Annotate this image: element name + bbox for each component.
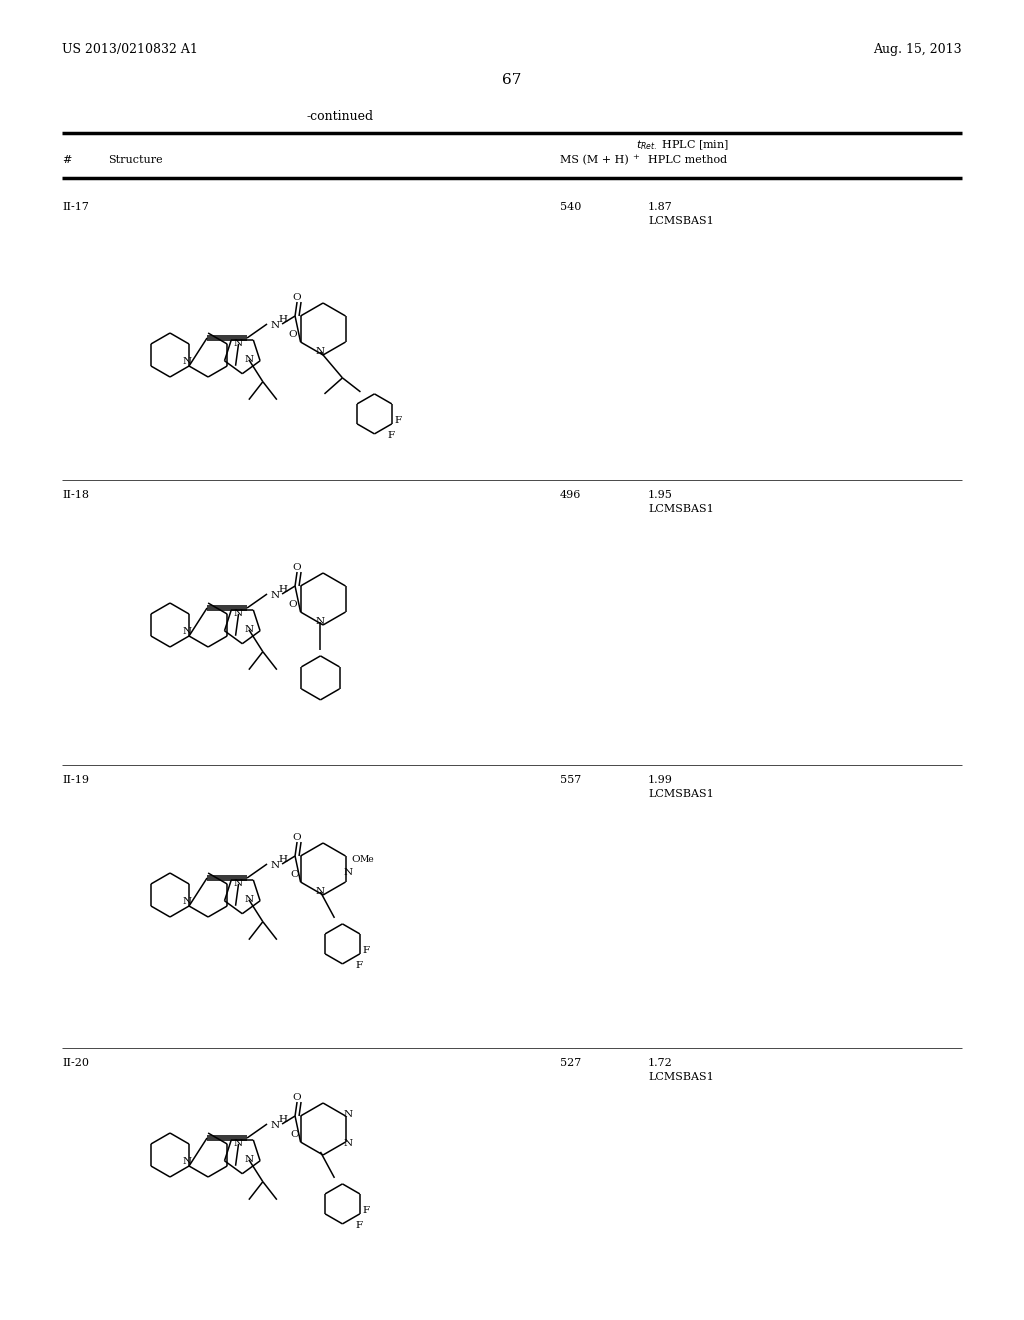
Text: 1.95: 1.95 <box>648 490 673 500</box>
Text: N: N <box>343 869 352 878</box>
Text: O: O <box>351 855 359 865</box>
Text: O: O <box>293 564 301 573</box>
Text: N: N <box>182 898 191 906</box>
Text: N: N <box>234 879 243 888</box>
Text: 1.72: 1.72 <box>648 1059 673 1068</box>
Text: MS (M + H): MS (M + H) <box>560 154 629 165</box>
Text: 496: 496 <box>560 490 582 500</box>
Text: II-19: II-19 <box>62 775 89 785</box>
Text: N: N <box>245 626 253 634</box>
Text: H: H <box>279 854 287 863</box>
Text: 1.87: 1.87 <box>648 202 673 213</box>
Text: F: F <box>362 946 370 956</box>
Text: N: N <box>270 322 280 330</box>
Text: II-18: II-18 <box>62 490 89 500</box>
Text: N: N <box>234 610 243 618</box>
Text: -continued: -continued <box>306 111 374 124</box>
Text: N: N <box>315 887 325 896</box>
Text: F: F <box>362 1206 370 1216</box>
Text: O: O <box>290 870 299 879</box>
Text: +: + <box>632 153 639 161</box>
Text: N: N <box>234 339 243 348</box>
Text: N: N <box>315 618 325 627</box>
Text: H: H <box>279 585 287 594</box>
Text: 557: 557 <box>560 775 582 785</box>
Text: O: O <box>293 1093 301 1102</box>
Text: O: O <box>290 1130 299 1139</box>
Text: F: F <box>395 416 402 425</box>
Text: H: H <box>279 1114 287 1123</box>
Text: N: N <box>245 1155 253 1164</box>
Text: LCMSBAS1: LCMSBAS1 <box>648 504 714 513</box>
Text: N: N <box>182 358 191 366</box>
Text: 527: 527 <box>560 1059 582 1068</box>
Text: N: N <box>182 1158 191 1166</box>
Text: II-17: II-17 <box>62 202 89 213</box>
Text: HPLC method: HPLC method <box>648 154 727 165</box>
Text: N: N <box>315 347 325 356</box>
Text: N: N <box>270 1122 280 1130</box>
Text: LCMSBAS1: LCMSBAS1 <box>648 789 714 799</box>
Text: H: H <box>279 314 287 323</box>
Text: O: O <box>289 599 297 609</box>
Text: #: # <box>62 154 72 165</box>
Text: O: O <box>293 833 301 842</box>
Text: N: N <box>270 862 280 870</box>
Text: O: O <box>289 330 297 339</box>
Text: 1.99: 1.99 <box>648 775 673 785</box>
Text: N: N <box>270 591 280 601</box>
Text: N: N <box>182 627 191 636</box>
Text: F: F <box>356 1221 364 1230</box>
Text: O: O <box>293 293 301 302</box>
Text: N: N <box>245 895 253 904</box>
Text: 67: 67 <box>503 73 521 87</box>
Text: US 2013/0210832 A1: US 2013/0210832 A1 <box>62 44 198 57</box>
Text: LCMSBAS1: LCMSBAS1 <box>648 216 714 226</box>
Text: F: F <box>356 961 364 970</box>
Text: 540: 540 <box>560 202 582 213</box>
Text: N: N <box>343 1110 352 1119</box>
Text: LCMSBAS1: LCMSBAS1 <box>648 1072 714 1082</box>
Text: N: N <box>234 1139 243 1148</box>
Text: $t_{Ret.}$ HPLC [min]: $t_{Ret.}$ HPLC [min] <box>636 139 729 152</box>
Text: N: N <box>245 355 253 364</box>
Text: Me: Me <box>360 855 375 865</box>
Text: Structure: Structure <box>108 154 163 165</box>
Text: F: F <box>388 432 395 441</box>
Text: II-20: II-20 <box>62 1059 89 1068</box>
Text: Aug. 15, 2013: Aug. 15, 2013 <box>873 44 962 57</box>
Text: N: N <box>343 1139 352 1148</box>
